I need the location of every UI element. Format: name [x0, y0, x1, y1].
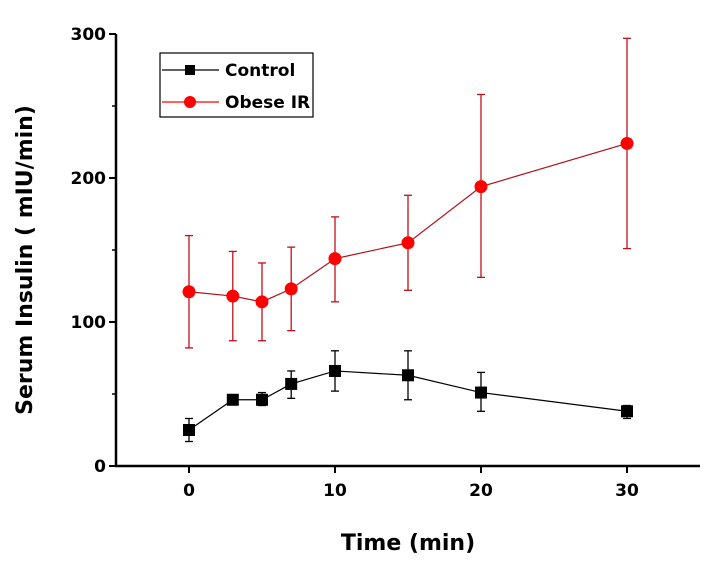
data-point [328, 252, 342, 266]
data-point [474, 180, 488, 194]
legend-box [159, 52, 314, 118]
data-point [255, 295, 269, 309]
y-axis-title: Serum Insulin ( mIU/min) [13, 105, 38, 415]
x-axis-title: Time (min) [341, 531, 475, 556]
y-tick-label: 0 [94, 457, 106, 477]
data-point [256, 393, 268, 406]
data-point [620, 136, 634, 150]
data-point [475, 386, 487, 399]
legend-marker-circle [184, 96, 196, 108]
x-tick-label: 10 [323, 481, 347, 501]
legend-item: Control [162, 61, 295, 81]
ticks: 0 100 200 300 0 10 20 30 [71, 25, 639, 501]
data-point [402, 369, 414, 382]
series-layer [182, 37, 634, 443]
legend-marker-square [185, 65, 195, 75]
legend-label: Obese IR [225, 93, 310, 113]
y-tick-label: 200 [71, 169, 107, 189]
x-tick-label: 20 [469, 481, 493, 501]
data-point [226, 289, 240, 303]
legend: Control Obese IR [159, 52, 314, 118]
data-point [183, 424, 195, 436]
data-point [329, 364, 341, 377]
data-point [401, 236, 415, 250]
data-point [284, 282, 298, 296]
y-tick-label: 300 [71, 25, 107, 45]
data-point [226, 393, 239, 406]
series-obese-ir [182, 37, 634, 349]
legend-item: Obese IR [162, 93, 310, 113]
y-tick-label: 100 [71, 313, 107, 333]
x-tick-label: 0 [183, 481, 195, 501]
data-point [182, 285, 196, 299]
data-point [621, 405, 633, 418]
series-control [183, 350, 633, 443]
legend-label: Control [225, 61, 295, 81]
x-tick-label: 30 [615, 481, 639, 501]
data-point [285, 377, 298, 390]
